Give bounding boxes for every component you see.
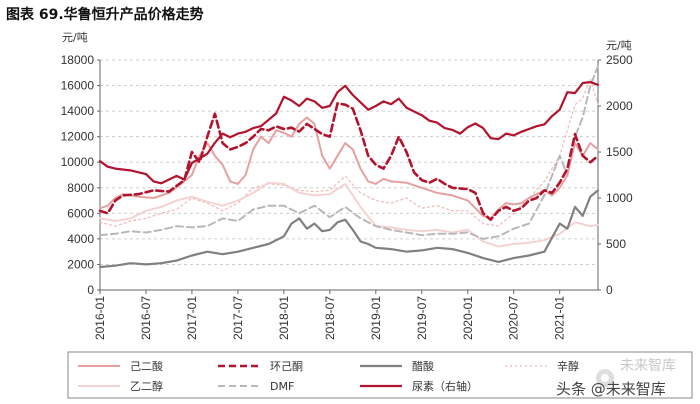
- y-left-tick-label: 12000: [61, 130, 95, 144]
- x-tick-label: 2019-01: [369, 296, 383, 340]
- axes: 0200040006000800010000120001400016000180…: [61, 31, 633, 340]
- legend-label-6: 尿素（右轴）: [412, 379, 478, 393]
- y-left-unit-label: 元/吨: [62, 31, 88, 44]
- legend-label-2: 醋酸: [412, 359, 434, 373]
- y-right-unit-label: 元/吨: [606, 39, 632, 52]
- x-tick-label: 2017-01: [185, 296, 199, 340]
- y-left-tick-label: 18000: [61, 53, 95, 67]
- y-right-tick-label: 1000: [606, 191, 633, 205]
- series-line-3: [99, 78, 599, 227]
- y-right-tick-label: 0: [606, 283, 613, 297]
- series-line-6: [98, 80, 600, 185]
- x-tick-label: 2018-01: [277, 296, 291, 340]
- series-line-5: [99, 65, 599, 240]
- series-line-2: [98, 189, 600, 269]
- x-tick-label: 2016-01: [93, 296, 107, 340]
- y-left-tick-label: 2000: [67, 257, 94, 271]
- x-tick-label: 2018-07: [323, 296, 337, 340]
- legend-label-0: 己二酸: [130, 359, 163, 373]
- legend-label-5: DMF: [270, 380, 294, 393]
- series-line-4: [99, 181, 599, 248]
- chart-title: 图表 69.华鲁恒升产品价格走势: [6, 7, 204, 23]
- y-right-tick-label: 2000: [606, 99, 633, 113]
- watermark-brand-top: 未来智库: [620, 358, 676, 374]
- x-tick-label: 2021-01: [553, 296, 567, 340]
- watermark: 未来智库 头条 @未来智库: [556, 358, 676, 398]
- y-left-tick-label: 10000: [61, 155, 95, 169]
- legend-label-1: 环己酮: [270, 360, 303, 373]
- y-right-tick-label: 500: [606, 237, 626, 251]
- y-left-tick-label: 0: [87, 283, 94, 297]
- x-tick-label: 2016-07: [139, 296, 153, 340]
- y-right-tick-label: 2500: [606, 53, 633, 67]
- x-tick-label: 2020-07: [507, 296, 521, 340]
- x-tick-label: 2019-07: [415, 296, 429, 340]
- y-right-tick-label: 1500: [606, 145, 633, 159]
- y-left-tick-label: 4000: [67, 232, 94, 246]
- y-left-tick-label: 8000: [67, 181, 94, 195]
- legend-box: [67, 351, 693, 399]
- watermark-logo-inner-icon: [601, 374, 609, 382]
- legend-label-3: 辛醇: [557, 359, 579, 373]
- series-line-1: [98, 102, 600, 221]
- legend-label-4: 乙二醇: [130, 379, 163, 393]
- series-layer: [98, 65, 600, 269]
- grid-lines: [100, 59, 598, 265]
- y-left-tick-label: 6000: [67, 206, 94, 220]
- x-tick-label: 2020-01: [461, 296, 475, 340]
- y-left-tick-label: 16000: [61, 79, 95, 93]
- x-tick-label: 2017-07: [231, 296, 245, 340]
- y-left-tick-label: 14000: [61, 104, 95, 118]
- watermark-brand-bottom: 头条 @未来智库: [556, 380, 666, 398]
